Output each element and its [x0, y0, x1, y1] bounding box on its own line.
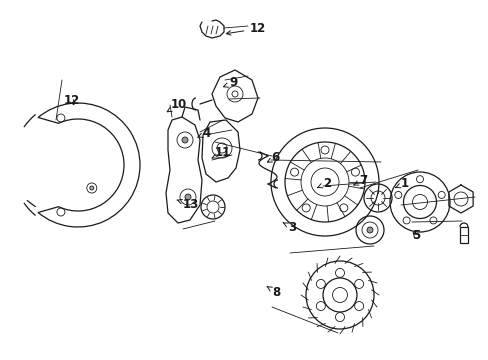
Text: 9: 9	[223, 76, 238, 89]
Text: 5: 5	[411, 229, 419, 242]
Text: 13: 13	[177, 198, 198, 211]
Polygon shape	[212, 70, 258, 122]
Polygon shape	[165, 117, 202, 223]
Text: 4: 4	[197, 127, 211, 140]
Text: 6: 6	[267, 151, 279, 164]
Text: 11: 11	[212, 147, 231, 159]
Text: 12: 12	[63, 94, 80, 107]
Text: 10: 10	[167, 98, 187, 112]
Circle shape	[184, 194, 191, 200]
Circle shape	[90, 186, 94, 190]
Text: 2: 2	[317, 177, 330, 190]
Text: 1: 1	[395, 177, 408, 190]
Polygon shape	[202, 120, 240, 182]
Text: 3: 3	[283, 221, 296, 234]
Text: 7: 7	[353, 174, 367, 187]
Circle shape	[366, 227, 372, 233]
Text: 12: 12	[226, 22, 265, 35]
Circle shape	[182, 137, 187, 143]
Text: 8: 8	[266, 286, 280, 299]
